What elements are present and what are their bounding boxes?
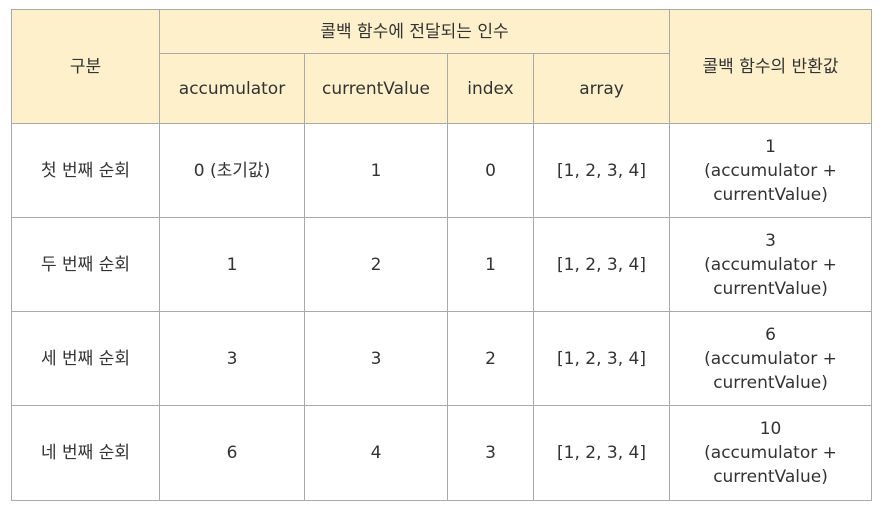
row-label: 두 번째 순회	[11, 217, 160, 312]
cell-array: [1, 2, 3, 4]	[532, 123, 671, 218]
cell-index: 1	[447, 217, 534, 312]
cell-index: 0	[447, 123, 534, 218]
cell-return-value: 3 (accumulator + currentValue)	[669, 217, 873, 312]
cell-accumulator: 0 (초기값)	[159, 123, 305, 218]
header-return-value: 콜백 함수의 반환값	[669, 9, 873, 124]
header-index: index	[447, 53, 534, 124]
return-value-number: 10	[759, 419, 782, 439]
cell-index: 2	[447, 311, 534, 406]
table-row: 두 번째 순회 1 2 1 [1, 2, 3, 4] 3 (accumulato…	[11, 217, 873, 312]
header-category: 구분	[11, 9, 160, 124]
cell-current-value: 4	[304, 405, 448, 501]
cell-array: [1, 2, 3, 4]	[532, 217, 671, 312]
cell-return-value: 10 (accumulator + currentValue)	[669, 405, 873, 501]
reduce-iteration-table: 구분 콜백 함수에 전달되는 인수 콜백 함수의 반환값 accumulator…	[11, 9, 873, 501]
header-accumulator: accumulator	[159, 53, 305, 124]
header-current-value: currentValue	[304, 53, 448, 124]
cell-array: [1, 2, 3, 4]	[532, 405, 671, 501]
return-value-expression: (accumulator +	[704, 443, 837, 463]
cell-accumulator: 1	[159, 217, 305, 312]
return-value-expression: (accumulator +	[704, 160, 837, 181]
table-row: 네 번째 순회 6 4 3 [1, 2, 3, 4] 10 (accumulat…	[11, 405, 873, 501]
row-label: 세 번째 순회	[11, 311, 160, 406]
cell-current-value: 1	[304, 123, 448, 218]
cell-array: [1, 2, 3, 4]	[532, 311, 671, 406]
row-label: 네 번째 순회	[11, 405, 160, 501]
return-value-number: 6	[765, 324, 776, 345]
cell-current-value: 2	[304, 217, 448, 312]
header-array: array	[532, 53, 671, 124]
cell-return-value: 6 (accumulator + currentValue)	[669, 311, 873, 406]
return-value-expression: currentValue)	[713, 184, 828, 205]
return-value-expression: (accumulator +	[704, 254, 837, 275]
return-value-number: 3	[765, 230, 776, 251]
table-row: 첫 번째 순회 0 (초기값) 1 0 [1, 2, 3, 4] 1 (accu…	[11, 123, 873, 218]
return-value-number: 1	[765, 136, 776, 157]
row-label: 첫 번째 순회	[11, 123, 160, 218]
cell-accumulator: 6	[159, 405, 305, 501]
return-value-expression: currentValue)	[713, 467, 828, 487]
cell-current-value: 3	[304, 311, 448, 406]
table-row: 세 번째 순회 3 3 2 [1, 2, 3, 4] 6 (accumulato…	[11, 311, 873, 406]
cell-index: 3	[447, 405, 534, 501]
return-value-expression: currentValue)	[713, 372, 828, 393]
cell-accumulator: 3	[159, 311, 305, 406]
return-value-expression: (accumulator +	[704, 348, 837, 369]
header-args-group: 콜백 함수에 전달되는 인수	[158, 9, 671, 54]
cell-return-value: 1 (accumulator + currentValue)	[669, 123, 873, 218]
return-value-expression: currentValue)	[713, 278, 828, 299]
